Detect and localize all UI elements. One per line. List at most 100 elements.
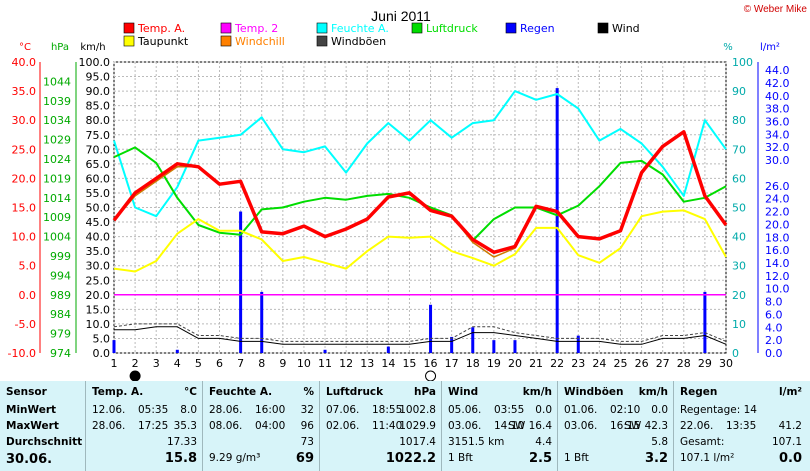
table-divider — [673, 381, 674, 471]
unit-label-2: km/h — [80, 42, 105, 53]
table-cell: SW 16.4 — [508, 420, 552, 432]
rain-tick: 12.0 — [765, 270, 790, 283]
humidity-tick: 60 — [732, 172, 746, 185]
table-cell: 1 Bft — [564, 452, 589, 464]
x-tick-label: 8 — [258, 357, 265, 370]
wind-tick: 0.0 — [93, 347, 111, 360]
wind-tick: 75.0 — [86, 129, 111, 142]
series-taupunkt — [113, 209, 727, 273]
table-cell: 28.06. — [92, 420, 126, 432]
rain-tick: 16.0 — [765, 244, 790, 257]
wind-tick: 35.0 — [86, 245, 111, 258]
table-cell: Temp. A. — [92, 386, 144, 398]
x-tick-label: 14 — [381, 357, 395, 370]
humidity-tick: 20 — [732, 289, 746, 302]
wind-tick: 55.0 — [86, 187, 111, 200]
pressure-tick: 994 — [50, 269, 71, 282]
rain-tick: 44.0 — [765, 64, 790, 77]
rain-bar-day-1 — [112, 340, 116, 353]
x-tick-label: 19 — [487, 357, 501, 370]
table-cell: 96 — [300, 420, 314, 432]
table-cell: km/h — [638, 386, 668, 398]
humidity-tick: 100 — [732, 56, 753, 69]
wind-tick: 15.0 — [86, 303, 111, 316]
series-windb-en — [113, 323, 727, 342]
pressure-tick: 1009 — [43, 211, 71, 224]
table-cell: 05:35 — [138, 404, 169, 416]
humidity-tick: 0 — [732, 347, 739, 360]
full-moon-icon — [425, 370, 437, 381]
table-cell: 3.2 — [644, 451, 668, 466]
x-tick-label: 26 — [635, 357, 649, 370]
table-cell: 0.0 — [651, 404, 668, 416]
table-cell: 5.8 — [651, 436, 668, 448]
table-cell: °C — [184, 386, 197, 398]
legend-swatch-8 — [316, 35, 328, 47]
temp-tick: -5.0 — [15, 318, 36, 331]
rain-tick: 32.0 — [765, 141, 790, 154]
legend-swatch-3 — [411, 22, 423, 34]
humidity-tick: 30 — [732, 260, 746, 273]
temp-tick: 20.0 — [12, 172, 37, 185]
x-tick-label: 23 — [571, 357, 585, 370]
humidity-tick: 50 — [732, 202, 746, 215]
x-tick-label: 30 — [719, 357, 733, 370]
x-tick-label: 12 — [339, 357, 353, 370]
rain-tick: 18.0 — [765, 231, 790, 244]
legend-swatch-7 — [220, 35, 232, 47]
table-cell: 0.0 — [778, 451, 802, 466]
temp-tick: 10.0 — [12, 231, 37, 244]
x-tick-label: 18 — [466, 357, 480, 370]
table-cell: 12.06. — [92, 404, 126, 416]
x-tick-label: 5 — [195, 357, 202, 370]
x-tick-label: 27 — [656, 357, 670, 370]
table-cell: 05.06. — [448, 404, 482, 416]
rain-bar-day-11 — [323, 349, 327, 353]
pressure-tick: 1004 — [43, 231, 71, 244]
table-cell: 28.06. — [209, 404, 243, 416]
rain-tick: 8.0 — [765, 296, 783, 309]
table-divider — [202, 381, 203, 471]
wind-tick: 25.0 — [86, 274, 111, 287]
rain-tick: 36.0 — [765, 116, 790, 129]
table-cell: 32 — [300, 404, 314, 416]
legend: Temp. A. Temp. 2 Feuchte A. Luftdruck Regen W… — [123, 22, 640, 48]
wind-tick: 40.0 — [86, 231, 111, 244]
wind-tick: 45.0 — [86, 216, 111, 229]
copyright-text: © Weber Mike — [744, 4, 808, 15]
table-cell: 15.8 — [164, 451, 197, 466]
table-cell: 73 — [300, 436, 314, 448]
table-cell: 02:10 — [610, 404, 641, 416]
table-cell: l/m² — [779, 386, 802, 398]
x-tick-label: 20 — [508, 357, 522, 370]
temp-tick: 35.0 — [12, 85, 37, 98]
rain-bars — [112, 88, 707, 354]
x-tick-label: 28 — [677, 357, 691, 370]
unit-label-4: l/m² — [760, 42, 780, 53]
axes: 40.035.030.025.020.015.010.05.00.0-5.0-1… — [8, 56, 790, 360]
x-tick-label: 11 — [318, 357, 332, 370]
x-tick-label: 24 — [592, 357, 606, 370]
table-cell: Feuchte A. — [209, 386, 273, 398]
x-tick-label: 3 — [153, 357, 160, 370]
table-cell: Windböen — [564, 386, 624, 398]
x-tick-label: 2 — [132, 357, 139, 370]
temp-tick: 0.0 — [19, 289, 37, 302]
temp-tick: 40.0 — [12, 56, 37, 69]
table-cell: Durchschnitt — [6, 436, 83, 448]
wind-tick: 10.0 — [86, 318, 111, 331]
table-cell: MaxWert — [6, 420, 59, 432]
table-cell: 1002.8 — [399, 404, 436, 416]
table-cell: 41.2 — [778, 420, 802, 432]
weather-chart: Juni 2011 © Weber Mike Temp. A. Temp. 2 Fe… — [8, 4, 808, 381]
legend-label-3: Luftdruck — [426, 22, 478, 35]
pressure-tick: 1039 — [43, 95, 71, 108]
x-tick-label: 4 — [174, 357, 181, 370]
x-tick-label: 16 — [424, 357, 438, 370]
rain-bar-day-23 — [576, 335, 580, 353]
wind-tick: 20.0 — [86, 289, 111, 302]
wind-tick: 30.0 — [86, 260, 111, 273]
x-tick-label: 1 — [111, 357, 118, 370]
series-lines — [112, 90, 728, 345]
table-cell: 17.33 — [166, 436, 197, 448]
